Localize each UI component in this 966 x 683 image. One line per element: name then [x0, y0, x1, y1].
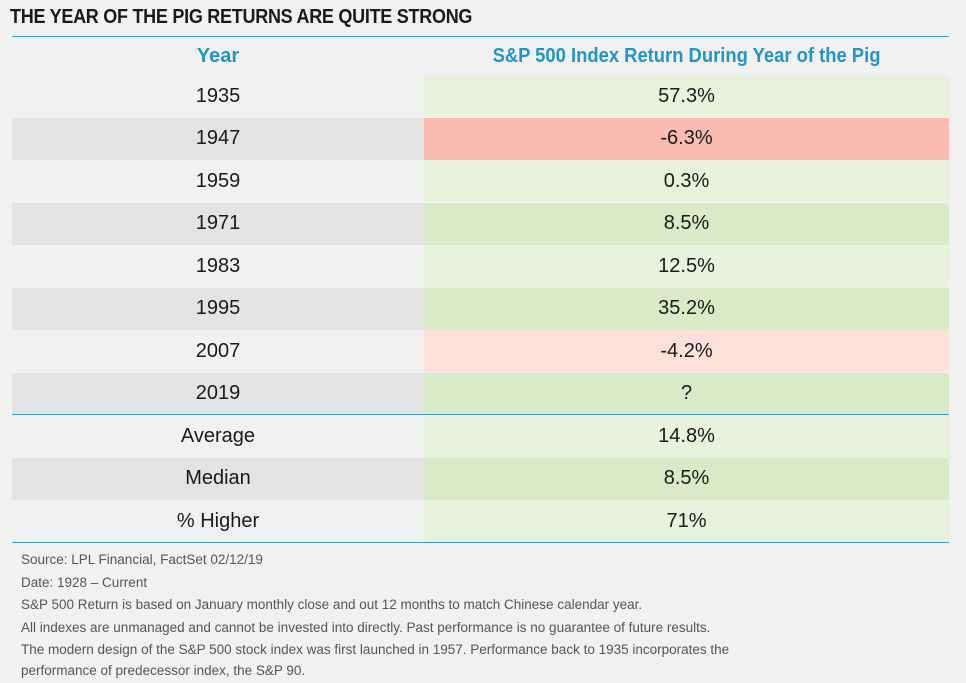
footnote-history: The modern design of the S&P 500 stock i…: [21, 642, 730, 678]
table-row: 1971 8.5%: [12, 202, 949, 245]
table-row: 1935 57.3%: [12, 75, 949, 117]
summary-divider: [12, 414, 949, 415]
table-summary: Average 14.8% Median 8.5% % Higher 71%: [12, 415, 949, 543]
chart-title: THE YEAR OF THE PIG RETURNS ARE QUITE ST…: [10, 6, 473, 28]
return-cell: 8.5%: [424, 202, 949, 245]
footnote-date: Date: 1928 – Current: [21, 574, 148, 590]
year-cell: 1959: [195, 169, 241, 192]
return-cell: 12.5%: [424, 245, 949, 287]
footnote-disclaimer: All indexes are unmanaged and cannot be …: [21, 619, 711, 635]
footnote-source: Source: LPL Financial, FactSet 02/12/19: [21, 552, 263, 567]
return-cell: 57.3%: [424, 75, 949, 117]
return-cell: 35.2%: [424, 287, 949, 330]
summary-label-cell: % Higher: [176, 509, 260, 532]
year-cell: 1947: [12, 117, 424, 160]
summary-label-cell: Average: [180, 424, 256, 447]
return-cell: 0.3%: [424, 160, 949, 202]
year-cell: 1935: [195, 84, 241, 107]
year-cell: 1995: [12, 287, 424, 330]
summary-row: % Higher 71%: [12, 500, 949, 542]
table-row: 2007 -4.2%: [12, 330, 949, 372]
return-cell: ?: [424, 372, 949, 415]
column-header-year: Year: [196, 44, 240, 67]
top-divider: [12, 36, 949, 37]
table-header: Year S&P 500 Index Return During Year of…: [12, 37, 949, 75]
bottom-divider: [12, 542, 949, 543]
year-cell: 1983: [195, 254, 241, 277]
table-row: 1983 12.5%: [12, 245, 949, 287]
table-row: 1959 0.3%: [12, 160, 949, 202]
summary-value-cell: 8.5%: [424, 457, 949, 500]
table-row: 1947 -6.3%: [12, 117, 949, 160]
return-cell: -4.2%: [424, 330, 949, 372]
summary-row: Median 8.5%: [12, 457, 949, 500]
table-body: 1935 57.3% 1947 -6.3% 1959 0.3% 1971 8.5% 1983 12…: [12, 75, 949, 415]
table-row: 1995 35.2%: [12, 287, 949, 330]
footnote-method: S&P 500 Return is based on January month…: [21, 597, 643, 612]
summary-value-cell: 14.8%: [424, 415, 949, 457]
table-row: 2019?: [12, 372, 949, 415]
year-cell: 2007: [195, 339, 241, 362]
summary-value-cell: 71%: [424, 500, 949, 542]
footnotes: Source: LPL Financial, FactSet 02/12/19 …: [21, 549, 941, 681]
return-cell: -6.3%: [424, 117, 949, 160]
summary-row: Average 14.8%: [12, 415, 949, 457]
year-cell: 2019: [12, 372, 424, 415]
year-cell: 1971: [12, 202, 424, 245]
summary-label-cell: Median: [12, 457, 424, 500]
column-header-return: S&P 500 Index Return During Year of the …: [492, 44, 881, 67]
